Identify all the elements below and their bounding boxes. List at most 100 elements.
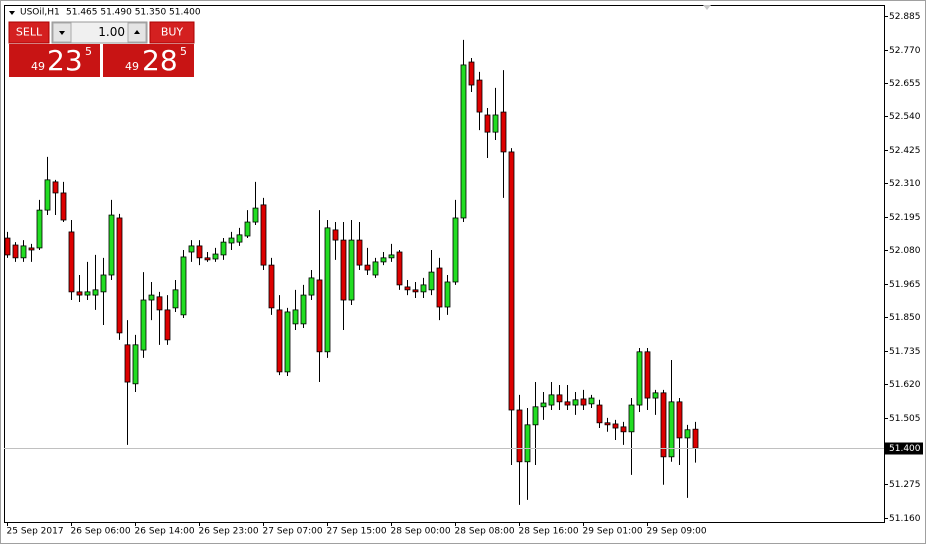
buy-price-box[interactable] xyxy=(103,44,194,77)
candle-body xyxy=(372,261,379,276)
candle-body xyxy=(636,351,643,406)
candle-body xyxy=(204,257,211,261)
candle-body xyxy=(212,253,219,260)
candle-body xyxy=(220,241,227,256)
candle-body xyxy=(532,406,539,426)
candle-body xyxy=(108,214,115,276)
candle-body xyxy=(340,239,347,301)
candle-body xyxy=(76,291,83,296)
buy-button[interactable] xyxy=(149,21,195,44)
candle-body xyxy=(508,151,515,411)
candle-body xyxy=(564,401,571,406)
symbol-arrow xyxy=(9,11,15,15)
y-tick-label: 51.505 xyxy=(889,414,921,424)
sell-price-pip: 5 xyxy=(85,45,92,58)
plot-frame xyxy=(4,5,885,523)
candle-body xyxy=(28,247,35,251)
y-tick-label: 52.540 xyxy=(889,112,921,122)
candle-body xyxy=(484,114,491,133)
candle-body xyxy=(332,229,339,241)
candle-body xyxy=(492,114,499,133)
candle-body xyxy=(268,264,275,309)
candle-body xyxy=(308,277,315,296)
x-tick-label: 29 Sep 01:00 xyxy=(583,527,643,537)
x-tick-label: 29 Sep 09:00 xyxy=(647,527,707,537)
candle-body xyxy=(444,281,451,308)
candle-body xyxy=(316,279,323,353)
candle-body xyxy=(148,294,155,301)
candle-body xyxy=(692,428,699,449)
candle-body xyxy=(668,401,675,458)
candle-body xyxy=(412,289,419,293)
y-tick-label: 51.965 xyxy=(889,280,921,290)
candles xyxy=(4,39,699,505)
candle-body xyxy=(188,245,195,253)
candle-body xyxy=(452,217,459,283)
y-tick-label: 52.770 xyxy=(889,46,921,56)
candle-body xyxy=(284,311,291,373)
y-tick-label: 51.275 xyxy=(889,480,921,490)
sell-button[interactable] xyxy=(8,21,50,44)
candle-body xyxy=(44,179,51,211)
x-tick-label: 28 Sep 16:00 xyxy=(519,527,579,537)
y-tick-label: 51.850 xyxy=(889,313,921,323)
candle-body xyxy=(420,284,427,293)
volume-value: 1.00 xyxy=(98,25,125,39)
candle-body xyxy=(132,344,139,385)
candle-body xyxy=(100,274,107,293)
candle-body xyxy=(436,267,443,308)
candle-body xyxy=(252,207,259,223)
trade-panel: SELL 1.00 BUY 49 23 5 49 28 5 xyxy=(8,21,195,77)
x-tick-label: 28 Sep 08:00 xyxy=(455,527,515,537)
candle-body xyxy=(588,397,595,405)
y-tick-label: 52.885 xyxy=(889,12,921,22)
y-tick-label: 51.735 xyxy=(889,347,921,357)
y-tick-label: 52.425 xyxy=(889,146,921,156)
x-tick-label: 27 Sep 15:00 xyxy=(327,527,387,537)
sell-price-box[interactable] xyxy=(9,44,100,77)
candle-body xyxy=(604,422,611,426)
candle-body xyxy=(596,404,603,424)
candle-body xyxy=(660,392,667,458)
x-tick-label: 25 Sep 2017 xyxy=(7,527,64,537)
candle-body xyxy=(156,296,163,311)
candle-body xyxy=(556,394,563,403)
buy-price-pip: 5 xyxy=(180,45,187,58)
candle-body xyxy=(364,264,371,271)
y-tick-label: 51.620 xyxy=(889,380,921,390)
sell-price-main: 23 xyxy=(47,44,83,77)
candle-body xyxy=(276,309,283,373)
candle-body xyxy=(20,245,27,259)
candle-body xyxy=(116,217,123,334)
buy-price-prefix: 49 xyxy=(125,60,139,73)
candle-body xyxy=(36,209,43,249)
candle-body xyxy=(236,234,243,243)
candle-body xyxy=(324,227,331,353)
x-tick-label: 27 Sep 07:00 xyxy=(263,527,323,537)
candle-body xyxy=(476,79,483,113)
candle-body xyxy=(548,394,555,406)
candle-body xyxy=(580,398,587,406)
y-tick-label: 51.160 xyxy=(889,514,921,524)
candle-body xyxy=(4,237,11,256)
down-arrow xyxy=(59,31,65,35)
candle-body xyxy=(228,237,235,244)
x-tick-label: 26 Sep 06:00 xyxy=(71,527,131,537)
candle-body xyxy=(260,204,267,266)
candle-body xyxy=(52,181,59,194)
candle-body xyxy=(516,409,523,463)
shift-marker xyxy=(703,5,711,10)
last-price-label: 51.400 xyxy=(889,444,921,454)
candle-body xyxy=(84,291,91,296)
ohlc-header: 51.465 51.490 51.350 51.400 xyxy=(66,8,201,18)
candle-body xyxy=(380,257,387,263)
candle-body xyxy=(12,244,19,259)
candle-body xyxy=(348,239,355,301)
candle-body xyxy=(460,64,467,219)
candle-body xyxy=(196,245,203,259)
candle-body xyxy=(244,221,251,237)
volume-box[interactable] xyxy=(51,21,148,44)
candle-body xyxy=(172,289,179,309)
x-tick-label: 26 Sep 23:00 xyxy=(199,527,259,537)
candle-body xyxy=(300,294,307,325)
